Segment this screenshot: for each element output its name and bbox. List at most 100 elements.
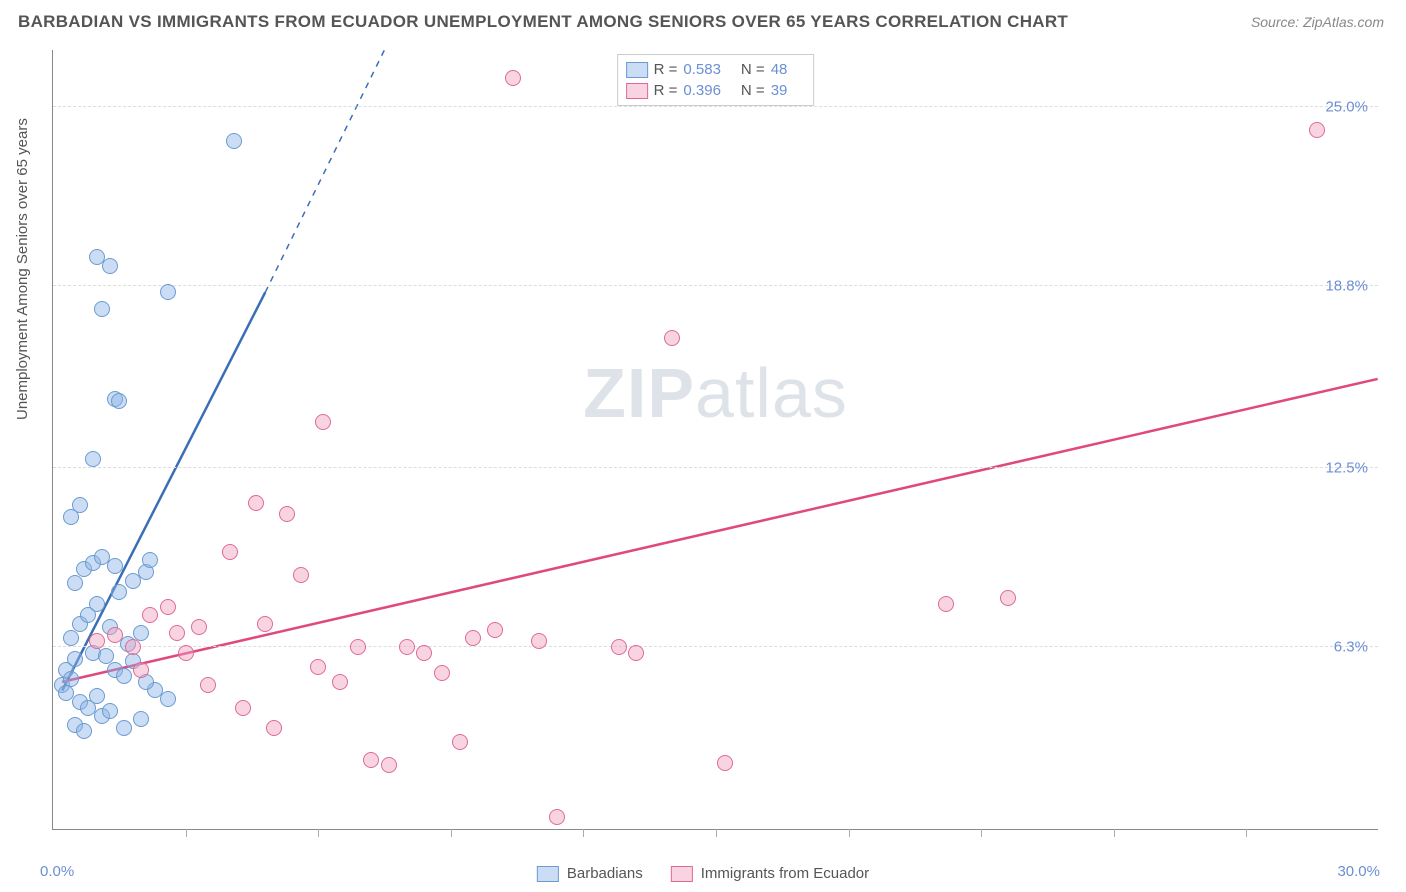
trend-line-extrapolation [265, 50, 384, 292]
scatter-point [178, 645, 194, 661]
scatter-point [102, 703, 118, 719]
scatter-point [107, 558, 123, 574]
legend-label-ecuador: Immigrants from Ecuador [701, 865, 869, 882]
scatter-point [664, 330, 680, 346]
x-tick [186, 829, 187, 837]
r-label: R = [654, 61, 678, 78]
scatter-point [89, 688, 105, 704]
scatter-point [310, 659, 326, 675]
legend-swatch-ecuador [671, 866, 693, 882]
scatter-point [938, 596, 954, 612]
n-value-1: 39 [771, 82, 788, 99]
legend-swatch-ecuador [626, 83, 648, 99]
scatter-point [350, 639, 366, 655]
scatter-point [160, 599, 176, 615]
n-label: N = [741, 82, 765, 99]
scatter-point [191, 619, 207, 635]
y-tick-label: 12.5% [1325, 459, 1368, 476]
scatter-point [628, 645, 644, 661]
r-value-1: 0.396 [683, 82, 721, 99]
y-tick-label: 6.3% [1334, 639, 1368, 656]
gridline-h [53, 285, 1378, 286]
scatter-point [76, 723, 92, 739]
scatter-point [279, 506, 295, 522]
legend-row-barbadians: R = 0.583 N = 48 [626, 59, 802, 80]
x-tick [451, 829, 452, 837]
scatter-point [142, 552, 158, 568]
x-max-label: 30.0% [1337, 863, 1380, 880]
scatter-point [248, 495, 264, 511]
x-tick [318, 829, 319, 837]
n-label: N = [741, 61, 765, 78]
scatter-point [531, 633, 547, 649]
watermark-atlas: atlas [695, 354, 848, 432]
scatter-point [487, 622, 503, 638]
legend-item-ecuador: Immigrants from Ecuador [671, 865, 869, 882]
legend-swatch-barbadians [537, 866, 559, 882]
x-tick [1114, 829, 1115, 837]
scatter-point [293, 567, 309, 583]
y-tick-label: 25.0% [1325, 98, 1368, 115]
chart-title: BARBADIAN VS IMMIGRANTS FROM ECUADOR UNE… [18, 12, 1068, 32]
source-label: Source: ZipAtlas.com [1251, 14, 1384, 30]
scatter-point [505, 70, 521, 86]
scatter-point [67, 575, 83, 591]
scatter-point [63, 630, 79, 646]
scatter-point [399, 639, 415, 655]
scatter-point [549, 809, 565, 825]
gridline-h [53, 467, 1378, 468]
gridline-h [53, 106, 1378, 107]
scatter-point [89, 249, 105, 265]
scatter-point [160, 691, 176, 707]
legend-item-barbadians: Barbadians [537, 865, 643, 882]
scatter-point [465, 630, 481, 646]
scatter-point [102, 258, 118, 274]
watermark: ZIPatlas [583, 353, 848, 433]
gridline-h [53, 646, 1378, 647]
chart-container: BARBADIAN VS IMMIGRANTS FROM ECUADOR UNE… [0, 0, 1406, 892]
trend-line [62, 292, 265, 690]
scatter-point [332, 674, 348, 690]
trend-line [62, 379, 1377, 682]
scatter-point [142, 607, 158, 623]
x-tick [716, 829, 717, 837]
scatter-point [434, 665, 450, 681]
x-tick [583, 829, 584, 837]
n-value-0: 48 [771, 61, 788, 78]
scatter-point [125, 639, 141, 655]
x-tick [1246, 829, 1247, 837]
scatter-point [98, 648, 114, 664]
scatter-point [222, 544, 238, 560]
scatter-point [116, 668, 132, 684]
scatter-point [94, 301, 110, 317]
scatter-point [107, 627, 123, 643]
y-axis-label: Unemployment Among Seniors over 65 years [14, 118, 31, 420]
scatter-point [717, 755, 733, 771]
scatter-point [235, 700, 251, 716]
scatter-point [160, 284, 176, 300]
correlation-legend: R = 0.583 N = 48 R = 0.396 N = 39 [617, 54, 815, 106]
scatter-point [89, 633, 105, 649]
scatter-point [72, 497, 88, 513]
trend-lines-svg [53, 50, 1378, 829]
scatter-point [315, 414, 331, 430]
scatter-point [111, 584, 127, 600]
scatter-point [416, 645, 432, 661]
scatter-point [133, 662, 149, 678]
scatter-point [89, 596, 105, 612]
scatter-point [133, 711, 149, 727]
x-min-label: 0.0% [40, 863, 74, 880]
scatter-point [257, 616, 273, 632]
scatter-point [611, 639, 627, 655]
scatter-point [133, 625, 149, 641]
x-tick [849, 829, 850, 837]
scatter-point [1000, 590, 1016, 606]
watermark-zip: ZIP [583, 354, 695, 432]
scatter-point [363, 752, 379, 768]
scatter-point [169, 625, 185, 641]
plot-area: ZIPatlas R = 0.583 N = 48 R = 0.396 N = … [52, 50, 1378, 830]
series-legend: Barbadians Immigrants from Ecuador [537, 865, 869, 882]
r-value-0: 0.583 [683, 61, 721, 78]
y-tick-label: 18.8% [1325, 277, 1368, 294]
scatter-point [1309, 122, 1325, 138]
